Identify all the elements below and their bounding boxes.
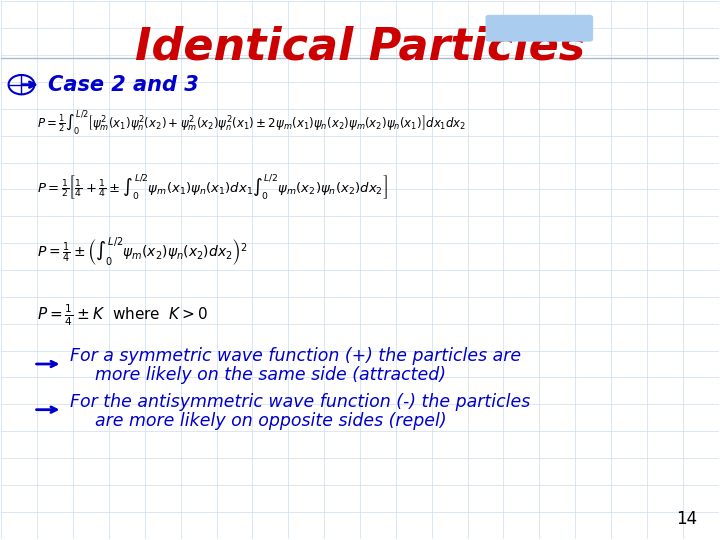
Text: Case 2 and 3: Case 2 and 3 (48, 75, 199, 94)
FancyBboxPatch shape (485, 15, 593, 42)
Text: For a symmetric wave function (+) the particles are: For a symmetric wave function (+) the pa… (70, 347, 521, 365)
Text: For the antisymmetric wave function (-) the particles: For the antisymmetric wave function (-) … (70, 393, 530, 410)
Text: are more likely on opposite sides (repel): are more likely on opposite sides (repel… (94, 413, 446, 430)
Text: $P=\frac{1}{4}\pm K$  where  $K>0$: $P=\frac{1}{4}\pm K$ where $K>0$ (37, 303, 209, 328)
Text: $P=\frac{1}{4}\pm\left(\int_{0}^{L/2}\psi_m(x_2)\psi_n(x_2)dx_2\right)^2$: $P=\frac{1}{4}\pm\left(\int_{0}^{L/2}\ps… (37, 235, 248, 268)
Text: $P=\frac{1}{2}\int_{0}^{L/2}\left[\psi_m^2(x_1)\psi_n^2(x_2)+\psi_m^2(x_2)\psi_n: $P=\frac{1}{2}\int_{0}^{L/2}\left[\psi_m… (37, 108, 467, 137)
Text: $P=\frac{1}{2}\left[\frac{1}{4}+\frac{1}{4}\pm\int_{0}^{L/2}\psi_m(x_1)\psi_n(x_: $P=\frac{1}{2}\left[\frac{1}{4}+\frac{1}… (37, 172, 388, 201)
Text: more likely on the same side (attracted): more likely on the same side (attracted) (94, 366, 446, 384)
Text: Identical Particles: Identical Particles (135, 25, 585, 69)
Text: 14: 14 (676, 510, 697, 528)
